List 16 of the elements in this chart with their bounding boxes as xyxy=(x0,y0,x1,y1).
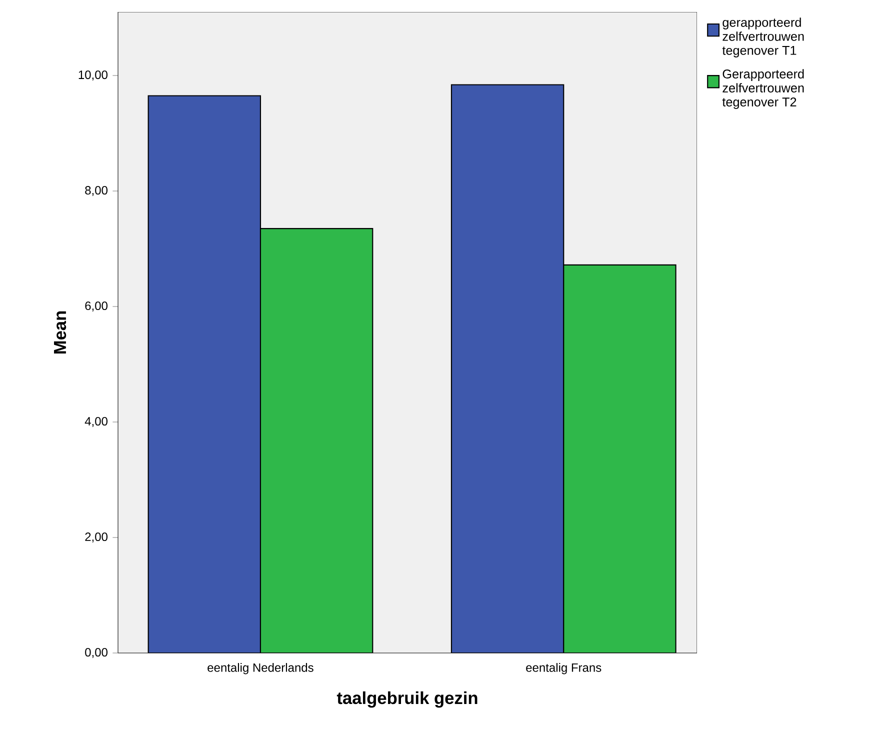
legend-label: Gerapporteerd zelfvertrouwen tegenover T2 xyxy=(722,69,804,109)
bar xyxy=(260,228,374,653)
y-tick-label: 10,00 xyxy=(78,70,108,80)
bar xyxy=(563,264,676,653)
y-axis-title: Mean xyxy=(54,311,66,354)
x-tick-label: eentalig Nederlands xyxy=(208,663,314,674)
y-tick-label: 6,00 xyxy=(85,302,108,312)
bar xyxy=(148,95,262,653)
x-axis-title: taalgebruik gezin xyxy=(336,691,478,708)
x-tick-label: eentalig Frans xyxy=(526,663,602,674)
bar xyxy=(450,84,564,653)
y-tick-label: 0,00 xyxy=(85,648,108,658)
legend-label: gerapporteerd zelfvertrouwen tegenover T1 xyxy=(722,18,804,58)
y-tick-label: 8,00 xyxy=(85,186,108,196)
y-tick-label: 4,00 xyxy=(84,417,108,427)
y-tick-label: 2,00 xyxy=(85,532,108,542)
